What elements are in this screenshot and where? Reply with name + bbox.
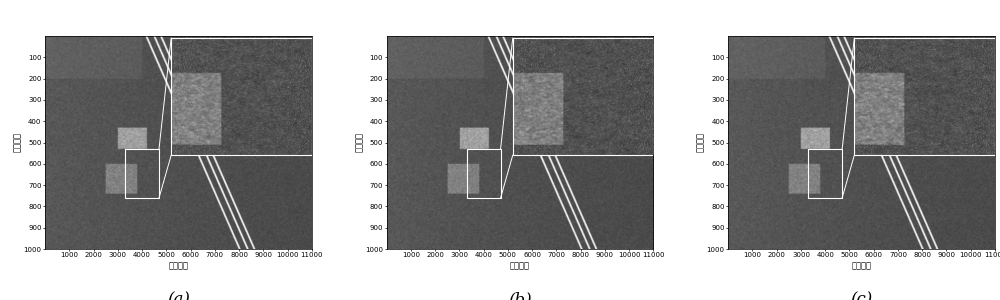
X-axis label: 方位单元: 方位单元 [852,261,872,270]
Bar [854,38,995,155]
Text: (a): (a) [167,292,190,300]
Bar [125,149,159,198]
X-axis label: 方位单元: 方位单元 [510,261,530,270]
X-axis label: 方位单元: 方位单元 [168,261,188,270]
Y-axis label: 距离单元: 距离单元 [13,133,22,152]
Bar [513,38,653,155]
Y-axis label: 距离单元: 距离单元 [696,133,705,152]
Text: (b): (b) [508,292,532,300]
Bar [171,38,312,155]
Bar [467,149,501,198]
Bar [808,149,842,198]
Text: (c): (c) [850,292,873,300]
Y-axis label: 距离单元: 距离单元 [355,133,364,152]
